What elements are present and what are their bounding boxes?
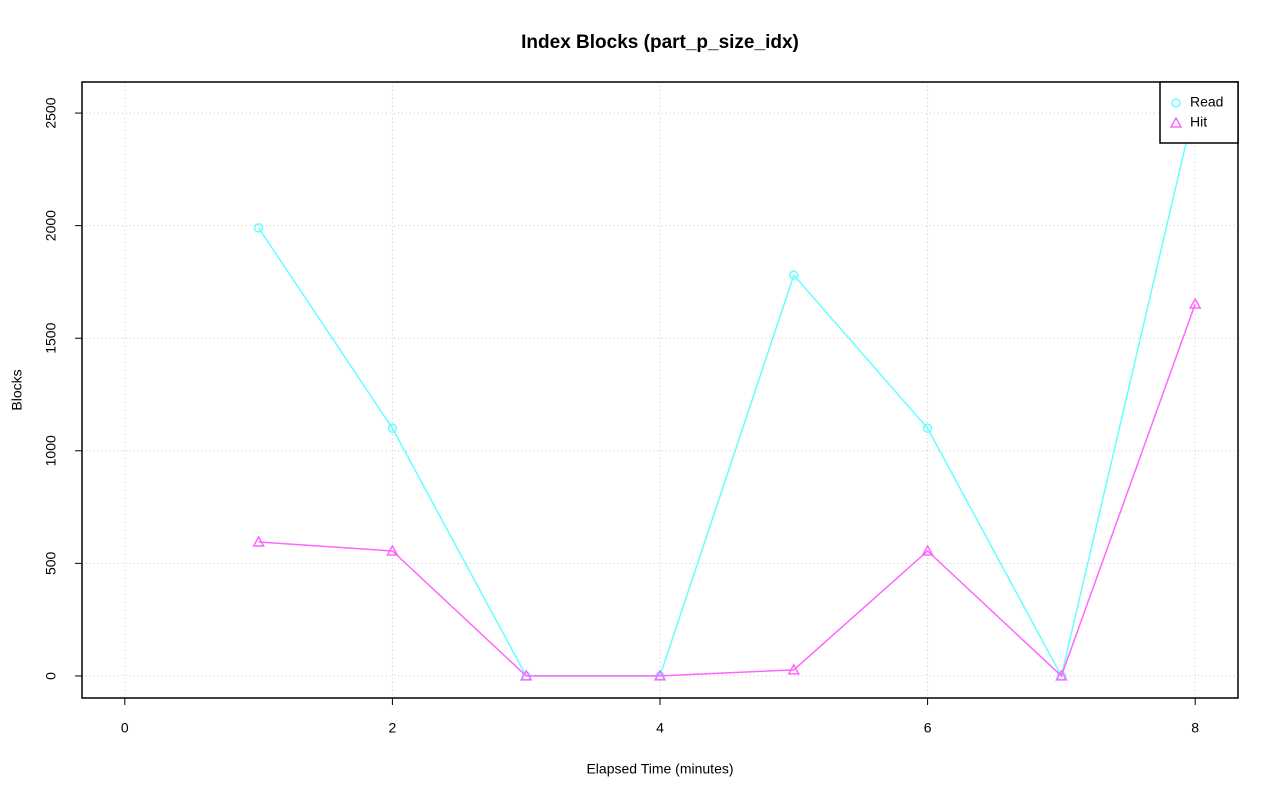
y-tick-label: 2000: [43, 210, 59, 241]
point-marker: [253, 223, 264, 233]
x-axis-label: Elapsed Time (minutes): [586, 761, 733, 777]
legend-label: Hit: [1190, 114, 1207, 130]
point-marker: [519, 669, 533, 681]
x-tick-label: 8: [1191, 720, 1199, 736]
y-axis-label: Blocks: [9, 369, 25, 410]
y-tick-label: 500: [43, 551, 59, 575]
series-line: [257, 103, 1196, 679]
point-marker: [386, 544, 399, 556]
point-marker: [653, 669, 667, 681]
x-tick-label: 2: [389, 720, 397, 736]
point-marker: [252, 535, 265, 547]
point-marker: [922, 423, 933, 434]
y-tick-label: 2500: [43, 97, 59, 128]
point-marker: [387, 423, 398, 434]
legend-marker: [1171, 98, 1181, 108]
y-tick-label: 1000: [43, 435, 59, 466]
series-line: [258, 303, 1196, 678]
legend-box: [1159, 81, 1239, 144]
legend-label: Read: [1190, 94, 1223, 110]
chart-title: Index Blocks (part_p_size_idx): [521, 32, 799, 53]
plot-frame: [81, 81, 1239, 699]
x-tick-label: 4: [656, 720, 664, 736]
point-marker: [789, 270, 799, 280]
y-tick-label: 1500: [43, 322, 59, 353]
point-marker: [921, 544, 934, 556]
x-tick-label: 0: [121, 720, 129, 736]
legend-marker: [1169, 116, 1183, 128]
point-marker: [787, 663, 801, 675]
y-tick-label: 0: [43, 672, 59, 680]
point-marker: [1188, 297, 1202, 309]
point-marker: [1055, 669, 1068, 681]
x-tick-label: 6: [924, 720, 932, 736]
